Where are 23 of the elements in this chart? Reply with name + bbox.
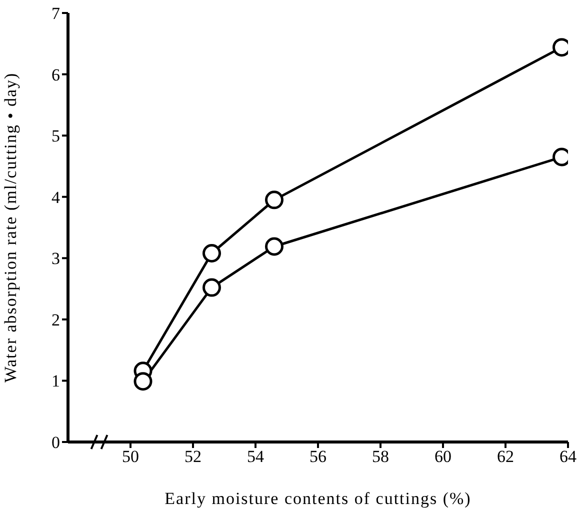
x-tick-label: 64	[560, 447, 577, 466]
point	[202, 244, 221, 262]
y-tick-label: 0	[52, 433, 60, 452]
y-tick-label: 1	[52, 372, 60, 391]
x-tick-label: 56	[310, 447, 326, 466]
y-tick-label: 5	[52, 126, 60, 146]
x-tick-label: 58	[372, 447, 389, 466]
x-tick-label: 60	[434, 447, 452, 466]
x-tick-label: 50	[122, 447, 139, 466]
x-tick-label: 54	[247, 447, 264, 466]
point	[134, 372, 152, 391]
point	[202, 278, 221, 297]
point	[265, 237, 284, 256]
y-tick-label: 2	[52, 310, 60, 330]
y-tick-label: 4	[52, 188, 60, 207]
y-tick-label: 6	[52, 65, 60, 84]
y-axis-title: Water absorption rate (ml/cutting • day)	[1, 72, 20, 383]
x-tick-label: 52	[184, 447, 202, 466]
x-axis-title: Early moisture contents of cuttings (%)	[164, 489, 472, 508]
x-tick-label: 62	[497, 447, 514, 466]
y-tick-label: 3	[52, 249, 60, 268]
y-tick-label: 7	[52, 4, 60, 24]
point	[265, 190, 284, 210]
